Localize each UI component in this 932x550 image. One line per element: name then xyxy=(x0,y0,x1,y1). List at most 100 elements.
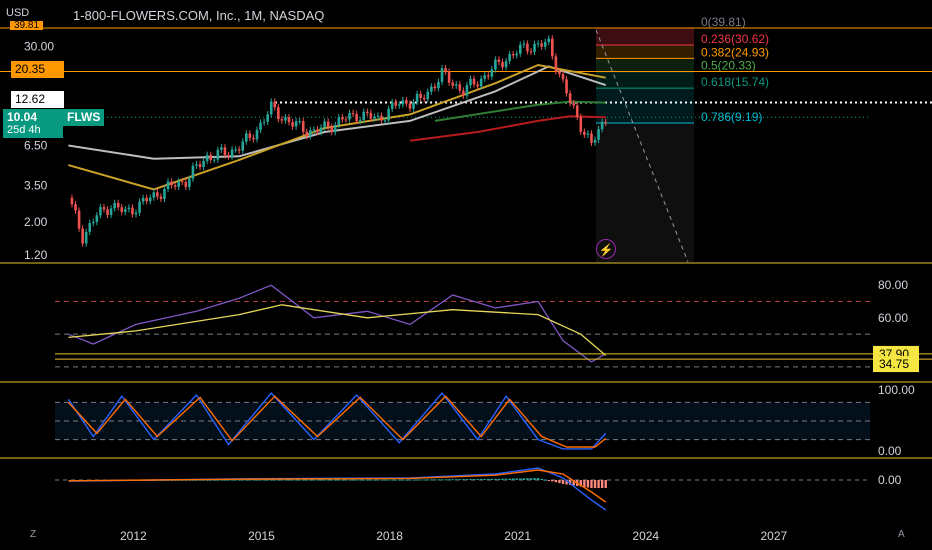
price-axis-tick: 6.50 xyxy=(24,138,48,152)
macd-histogram-bar xyxy=(508,478,511,480)
macd-histogram-bar xyxy=(568,480,572,485)
symbol-tag[interactable]: FLWS xyxy=(63,109,105,126)
macd-histogram-bar xyxy=(558,480,561,484)
candle-body xyxy=(127,207,131,210)
macd-histogram-bar xyxy=(458,479,462,481)
macd-histogram-bar xyxy=(547,480,550,481)
candle-body xyxy=(163,188,166,199)
candle-body xyxy=(390,102,394,109)
fib-zone-0618 xyxy=(596,71,694,89)
candle-body xyxy=(248,133,252,138)
macd-histogram-bar xyxy=(230,479,234,481)
candle-body xyxy=(266,114,269,122)
candle-body xyxy=(212,159,216,161)
candle-body xyxy=(394,102,398,106)
macd-histogram-bar xyxy=(604,480,607,488)
candle-body xyxy=(120,207,124,213)
macd-histogram-bar xyxy=(565,480,568,485)
macd-histogram-bar xyxy=(373,479,376,481)
rsi-axis-tick: 60.00 xyxy=(878,311,908,325)
macd-histogram-bar xyxy=(255,479,259,481)
macd-signal-line xyxy=(68,469,607,503)
moving-average-line xyxy=(409,115,606,142)
candle-body xyxy=(319,127,323,133)
candle-body xyxy=(188,178,191,187)
candle-body xyxy=(447,71,451,83)
candle-body xyxy=(376,115,380,117)
macd-histogram-bar xyxy=(472,479,476,480)
macd-histogram-bar xyxy=(334,479,337,481)
candle-body xyxy=(81,228,84,244)
macd-histogram-bar xyxy=(280,479,284,481)
macd-histogram-bar xyxy=(433,479,437,481)
macd-histogram-bar xyxy=(586,480,590,488)
log-scale-toggle[interactable]: Z xyxy=(30,529,37,540)
macd-histogram-bar xyxy=(504,478,508,480)
candle-body xyxy=(326,121,330,127)
lightning-icon[interactable]: ⚡ xyxy=(596,239,616,259)
candle-body xyxy=(245,133,248,142)
candle-body xyxy=(533,43,536,52)
candle-body xyxy=(497,59,501,62)
candle-body xyxy=(148,197,152,202)
candle-body xyxy=(287,117,291,123)
fib-level-label: 0(39.81) xyxy=(701,15,746,29)
candle-body xyxy=(298,121,301,123)
macd-histogram-bar xyxy=(348,479,351,481)
macd-histogram-bar xyxy=(376,479,380,481)
candle-body xyxy=(600,121,604,130)
macd-histogram-bar xyxy=(266,479,269,481)
candle-body xyxy=(280,119,284,121)
candle-body xyxy=(405,100,408,104)
macd-histogram-bar xyxy=(309,479,312,481)
candle-body xyxy=(462,90,465,96)
fib-zone-0236 xyxy=(596,28,694,46)
candle-body xyxy=(472,78,476,85)
candle-body xyxy=(241,141,245,151)
macd-histogram-bar xyxy=(291,479,294,481)
stoch-axis-tick: 0.00 xyxy=(878,444,902,458)
candle-body xyxy=(323,121,326,128)
moving-average-line xyxy=(68,63,606,191)
candle-body xyxy=(398,104,401,106)
macd-histogram-bar xyxy=(262,479,266,481)
candle-body xyxy=(277,107,280,120)
candle-body xyxy=(252,137,255,140)
candle-body xyxy=(301,121,305,132)
candle-body xyxy=(440,68,444,82)
macd-histogram-bar xyxy=(326,479,330,481)
fib-level-label: 0.382(24.93) xyxy=(701,45,769,59)
candle-body xyxy=(180,181,184,183)
price-axis-tick: 3.50 xyxy=(24,179,48,193)
macd-axis-tick: 0.00 xyxy=(878,473,902,487)
macd-histogram-bar xyxy=(419,479,422,481)
moving-average-line xyxy=(68,65,607,160)
candle-body xyxy=(116,202,120,208)
countdown-tag: 25d 4h xyxy=(3,123,63,138)
candle-body xyxy=(401,100,405,105)
macd-histogram-bar xyxy=(536,478,540,480)
chart-title: 1-800-FLOWERS.COM, Inc., 1M, NASDAQ xyxy=(73,8,325,23)
candle-body xyxy=(152,192,156,198)
macd-histogram-bar xyxy=(216,479,220,481)
candle-body xyxy=(373,116,376,119)
candle-body xyxy=(223,147,227,156)
macd-histogram-bar xyxy=(351,479,355,481)
candle-body xyxy=(362,111,366,121)
price-axis-tick: 2.00 xyxy=(24,215,48,229)
candle-body xyxy=(458,84,462,91)
candle-body xyxy=(422,97,426,100)
candle-body xyxy=(230,149,234,157)
candle-body xyxy=(501,61,504,68)
macd-histogram-bar xyxy=(540,478,543,480)
candle-body xyxy=(156,192,159,197)
macd-histogram-bar xyxy=(252,479,255,481)
macd-histogram-bar xyxy=(465,479,469,481)
auto-scale-toggle[interactable]: A xyxy=(898,529,905,540)
macd-histogram-bar xyxy=(412,479,415,481)
macd-histogram-bar xyxy=(323,479,326,481)
candle-body xyxy=(486,75,490,77)
candle-body xyxy=(543,41,547,47)
candle-body xyxy=(430,86,433,92)
